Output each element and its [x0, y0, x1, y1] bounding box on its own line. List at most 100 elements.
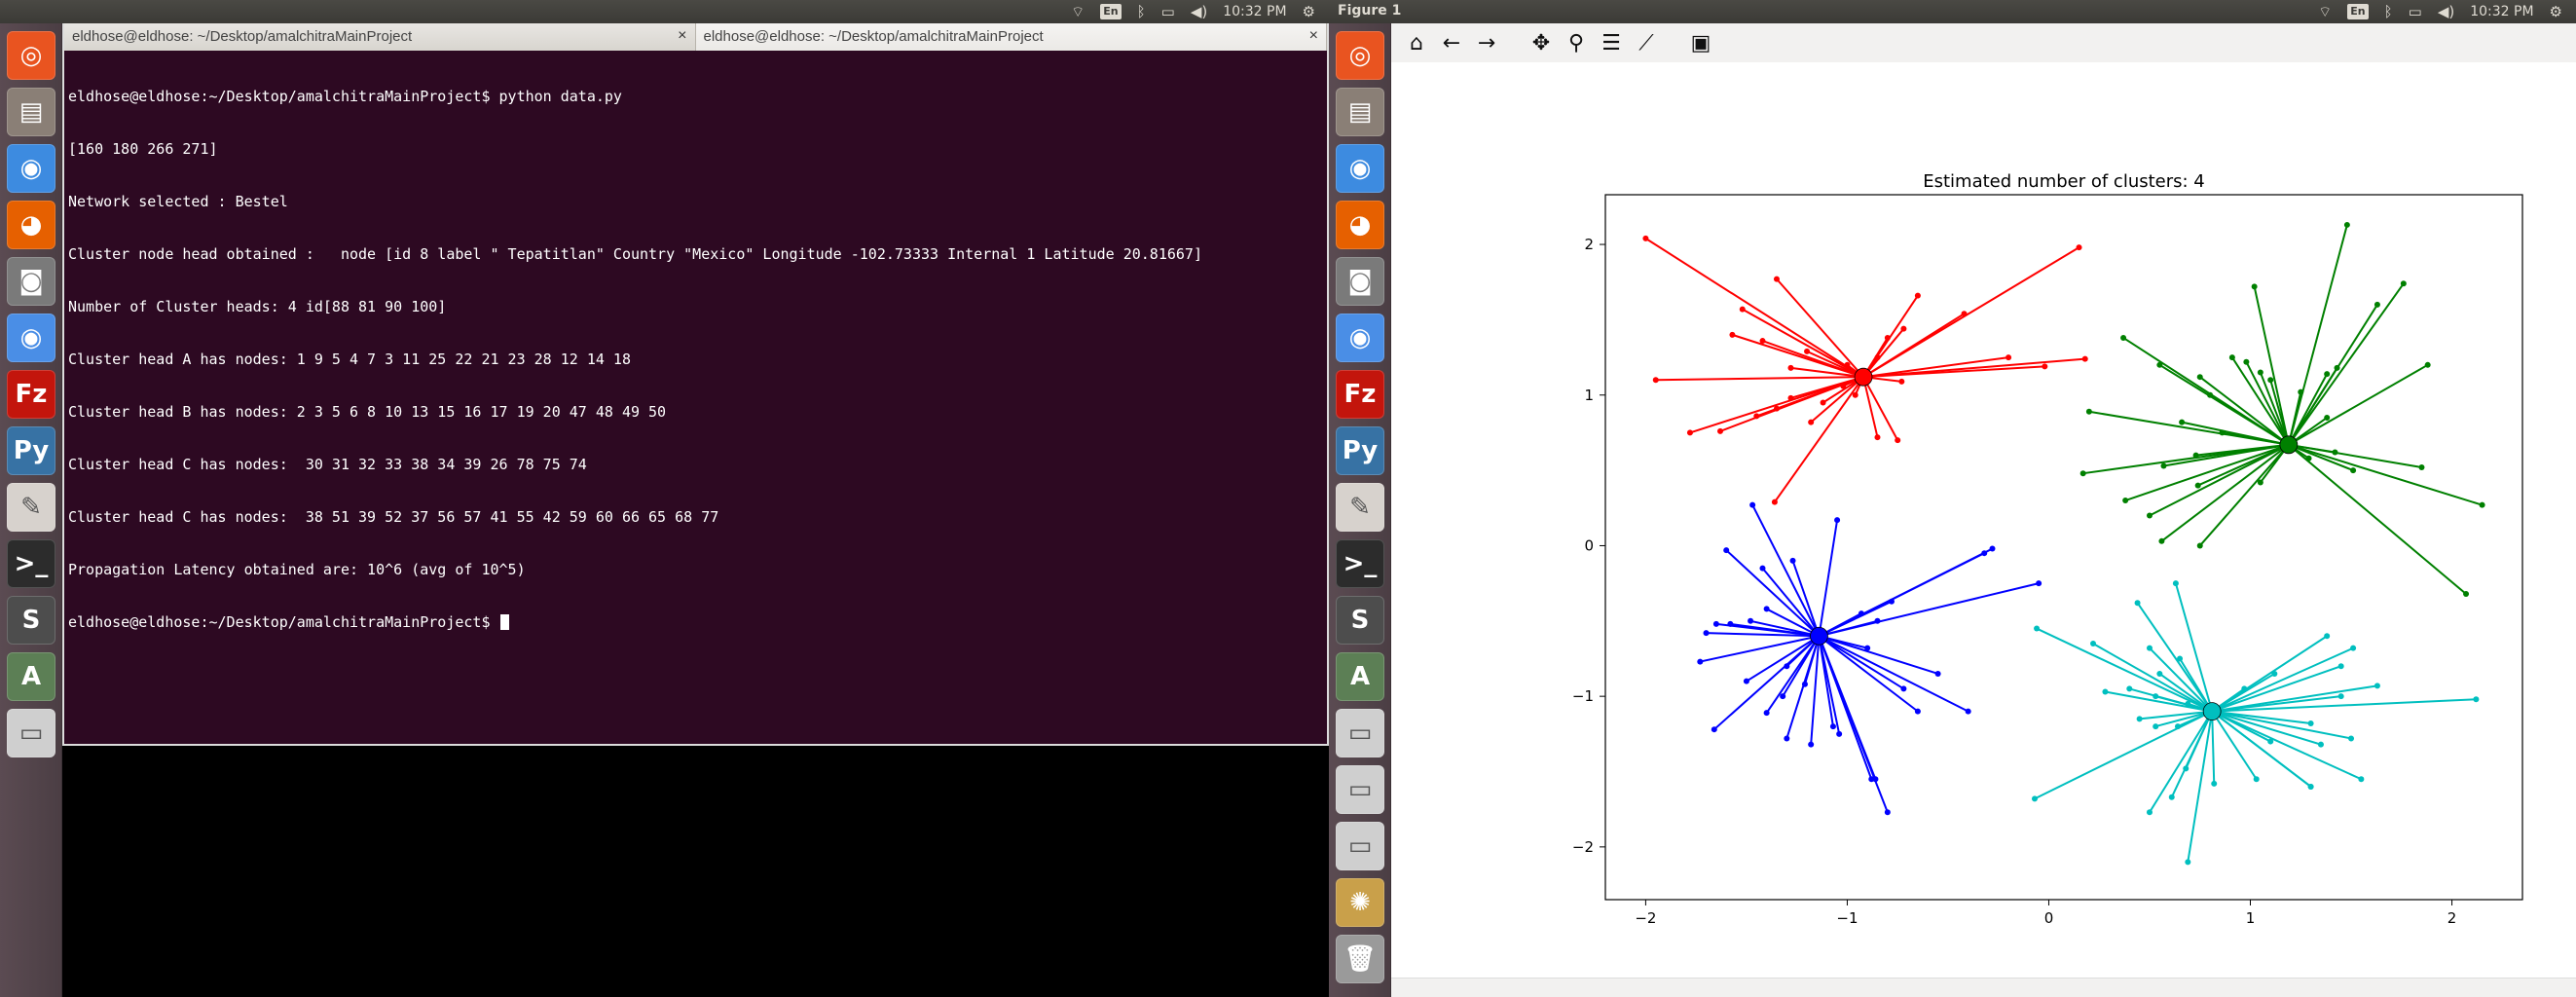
cluster-edge [1862, 357, 2085, 379]
chrome-icon[interactable]: ◉ [1336, 144, 1384, 193]
clock[interactable]: 10:32 PM [2470, 4, 2534, 19]
filezilla-icon[interactable]: Fz [7, 370, 55, 419]
cluster-edge [1862, 246, 2080, 379]
cluster-edge [2211, 710, 2362, 781]
screenshot-icon[interactable]: ◙ [7, 257, 55, 306]
cluster-point [1989, 545, 1996, 552]
drive-icon[interactable]: ▭ [7, 709, 55, 757]
chromium-icon[interactable]: ◉ [1336, 314, 1384, 362]
cluster-edge [1810, 376, 1864, 424]
terminal-tab-1[interactable]: eldhose@eldhose: ~/Desktop/amalchitraMai… [64, 23, 696, 51]
keyboard-layout-indicator[interactable]: En [2347, 4, 2369, 19]
tab-title: eldhose@eldhose: ~/Desktop/amalchitraMai… [72, 28, 413, 45]
python-icon[interactable]: Py [7, 426, 55, 475]
close-icon[interactable]: × [678, 27, 687, 44]
cluster-point [2153, 693, 2159, 700]
cluster-point [1868, 776, 1875, 783]
cluster-point [1874, 354, 1881, 361]
cluster-point [1900, 685, 1907, 692]
chrome-icon[interactable]: ◉ [7, 144, 55, 193]
cluster-point [2324, 633, 2331, 640]
software-updater-icon[interactable]: A [1336, 652, 1384, 701]
cluster-center [1854, 367, 1873, 387]
cluster-point [1829, 723, 1836, 730]
cluster-point [1872, 776, 1879, 783]
cluster-edge [2092, 643, 2213, 713]
cluster-point [2136, 716, 2143, 722]
cluster-point [1852, 391, 1858, 398]
cluster-point [2350, 467, 2357, 474]
cluster-point [2305, 455, 2312, 462]
cluster-point [2343, 221, 2350, 228]
cluster-edge [2197, 443, 2290, 487]
ubuntu-icon[interactable]: ◎ [1336, 31, 1384, 80]
terminal-tab-2[interactable]: eldhose@eldhose: ~/Desktop/amalchitraMai… [695, 23, 1327, 51]
cluster-point [2146, 512, 2153, 519]
volume-icon[interactable]: ◀) [1190, 3, 1208, 20]
cluster-point [2473, 696, 2480, 703]
screenshot-icon[interactable]: ◙ [1336, 257, 1384, 306]
clock[interactable]: 10:32 PM [1223, 4, 1287, 19]
tab-title: eldhose@eldhose: ~/Desktop/amalchitraMai… [703, 28, 1044, 45]
bluetooth-icon[interactable]: ᛒ [2383, 3, 2393, 20]
ubuntu-icon[interactable]: ◎ [7, 31, 55, 80]
battery-icon[interactable]: ▭ [2408, 3, 2422, 20]
terminal-line: Cluster head A has nodes: 1 9 5 4 7 3 11… [68, 351, 631, 368]
cluster-point [2185, 700, 2191, 707]
sublime-text-icon[interactable]: S [7, 596, 55, 645]
bluetooth-icon[interactable]: ᛒ [1136, 3, 1146, 20]
firefox-icon[interactable]: ◕ [1336, 201, 1384, 249]
drive-icon[interactable]: ▭ [1336, 822, 1384, 870]
terminal-icon[interactable]: >_ [1336, 539, 1384, 588]
cluster-chart[interactable]: Estimated number of clusters: 4 −2 −1 0 1 2 −2… [1391, 62, 2576, 978]
battery-icon[interactable]: ▭ [1160, 3, 1175, 20]
cluster-edge [2211, 711, 2258, 780]
save-icon[interactable]: ▣ [1690, 30, 1711, 55]
cluster-point [1884, 809, 1891, 816]
volume-icon[interactable]: ◀) [2437, 3, 2455, 20]
y-tick-label: −1 [1572, 687, 1594, 705]
cluster-point [2251, 283, 2258, 290]
cluster-point [2192, 452, 2199, 459]
sublime-text-icon[interactable]: S [1336, 596, 1384, 645]
pdf-reader-icon[interactable]: ✎ [7, 483, 55, 532]
files-icon[interactable]: ▤ [1336, 88, 1384, 136]
wifi-icon[interactable]: ⌔ [1071, 3, 1086, 20]
drive-icon[interactable]: ▭ [1336, 765, 1384, 814]
configure-subplots-icon[interactable]: ☰ [1601, 30, 1621, 55]
x-tick-label: −2 [1635, 909, 1656, 927]
forward-arrow-icon[interactable]: → [1477, 30, 1496, 55]
cluster-point [1934, 670, 1941, 677]
cluster-point [1711, 726, 1717, 733]
chromium-icon[interactable]: ◉ [7, 314, 55, 362]
gear-icon[interactable]: ⚙ [2549, 3, 2562, 20]
back-arrow-icon[interactable]: ← [1442, 30, 1461, 55]
cluster-edge [2149, 646, 2213, 713]
pdf-reader-icon[interactable]: ✎ [1336, 483, 1384, 532]
terminal-icon[interactable]: >_ [7, 539, 55, 588]
zoom-icon[interactable]: ⚲ [1567, 30, 1585, 55]
x-tick-label: −1 [1836, 909, 1858, 927]
cluster-edge [1730, 622, 1820, 638]
edit-axis-icon[interactable]: ⟋ [1638, 30, 1654, 55]
system-settings-icon[interactable]: ✺ [1336, 878, 1384, 927]
terminal-window[interactable]: eldhose@eldhose: ~/Desktop/amalchitraMai… [62, 23, 1329, 746]
pan-icon[interactable]: ✥ [1531, 30, 1551, 55]
cluster-edge [1644, 238, 1864, 379]
trash-icon[interactable]: 🗑 [1336, 935, 1384, 983]
cluster-edge [2287, 224, 2348, 446]
gear-icon[interactable]: ⚙ [1302, 3, 1315, 20]
terminal-output[interactable]: eldhose@eldhose:~/Desktop/amalchitraMain… [68, 53, 1323, 744]
cluster-point [1739, 306, 1746, 313]
launcher: ◎ ▤ ◉ ◕ ◙ ◉ Fz Py ✎ >_ S A ▭ ▭ ▭ ✺ 🗑 [1329, 23, 1391, 997]
python-icon[interactable]: Py [1336, 426, 1384, 475]
wifi-icon[interactable]: ⌔ [2318, 3, 2333, 20]
filezilla-icon[interactable]: Fz [1336, 370, 1384, 419]
drive-icon[interactable]: ▭ [1336, 709, 1384, 757]
keyboard-layout-indicator[interactable]: En [1100, 4, 1122, 19]
home-icon[interactable]: ⌂ [1410, 30, 1423, 55]
close-icon[interactable]: × [1308, 27, 1318, 44]
software-updater-icon[interactable]: A [7, 652, 55, 701]
firefox-icon[interactable]: ◕ [7, 201, 55, 249]
files-icon[interactable]: ▤ [7, 88, 55, 136]
